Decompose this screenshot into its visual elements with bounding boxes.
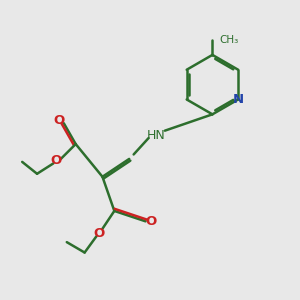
Text: CH₃: CH₃ bbox=[220, 35, 239, 45]
Text: N: N bbox=[232, 93, 244, 106]
Text: HN: HN bbox=[147, 129, 165, 142]
Text: O: O bbox=[146, 215, 157, 228]
Text: O: O bbox=[54, 114, 65, 127]
Text: O: O bbox=[51, 154, 62, 167]
Text: O: O bbox=[94, 227, 105, 240]
